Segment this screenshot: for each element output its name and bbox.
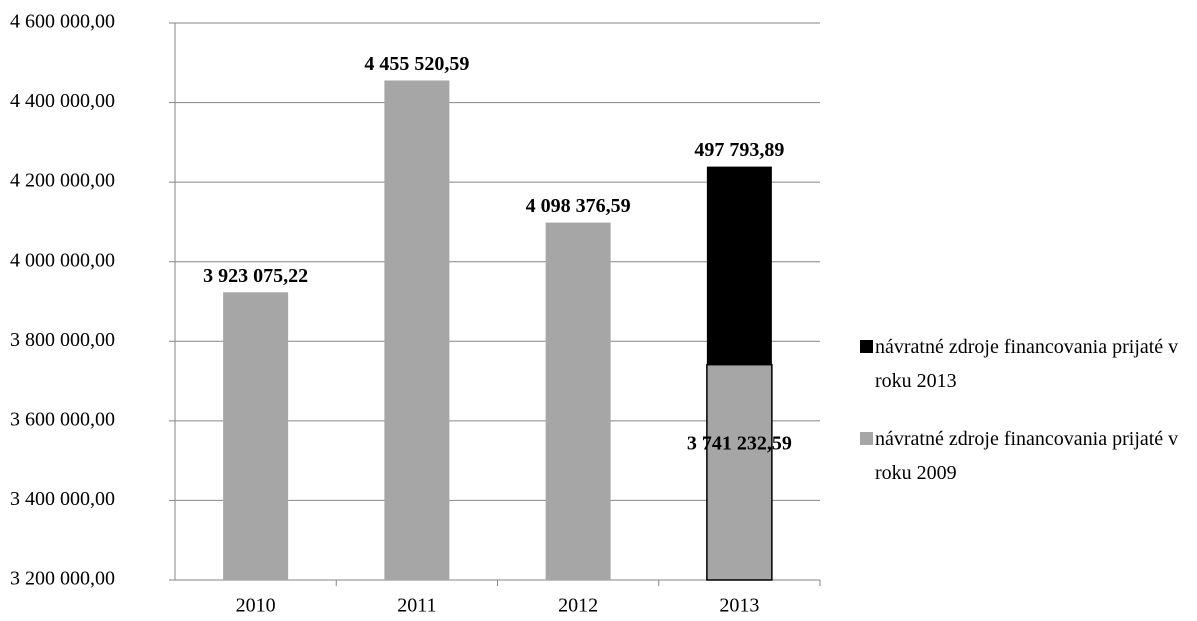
legend-entry: návratné zdroje financovania prijaté v r… [860, 330, 1190, 398]
data-label: 3 741 232,59 [687, 432, 792, 454]
x-tick-label: 2010 [236, 595, 276, 617]
y-tick-label: 3 400 000,00 [10, 488, 115, 510]
y-tick-label: 3 600 000,00 [10, 408, 115, 430]
bar [545, 222, 611, 580]
bar [223, 292, 289, 580]
bar [384, 80, 450, 580]
legend-swatch [860, 432, 873, 445]
y-tick-label: 4 400 000,00 [10, 90, 115, 112]
x-tick-label: 2012 [558, 595, 598, 617]
data-label: 3 923 075,22 [203, 265, 308, 287]
data-label: 497 793,89 [694, 139, 784, 161]
data-label: 4 098 376,59 [526, 195, 631, 217]
legend-swatch [860, 340, 873, 353]
y-tick-label: 3 800 000,00 [10, 329, 115, 351]
legend: návratné zdroje financovania prijaté v r… [860, 330, 1190, 514]
y-tick-label: 4 200 000,00 [10, 170, 115, 192]
x-tick-label: 2011 [397, 595, 436, 617]
bar [706, 166, 772, 365]
bar [706, 363, 773, 581]
legend-label: návratné zdroje financovania prijaté v r… [875, 336, 1179, 392]
y-tick-label: 4 600 000,00 [10, 11, 115, 33]
data-label: 4 455 520,59 [364, 53, 469, 75]
legend-label: návratné zdroje financovania prijaté v r… [875, 428, 1179, 484]
legend-entry: návratné zdroje financovania prijaté v r… [860, 422, 1190, 490]
y-tick-label: 4 000 000,00 [10, 249, 115, 271]
x-tick-label: 2013 [719, 595, 759, 617]
y-tick-label: 3 200 000,00 [10, 568, 115, 590]
